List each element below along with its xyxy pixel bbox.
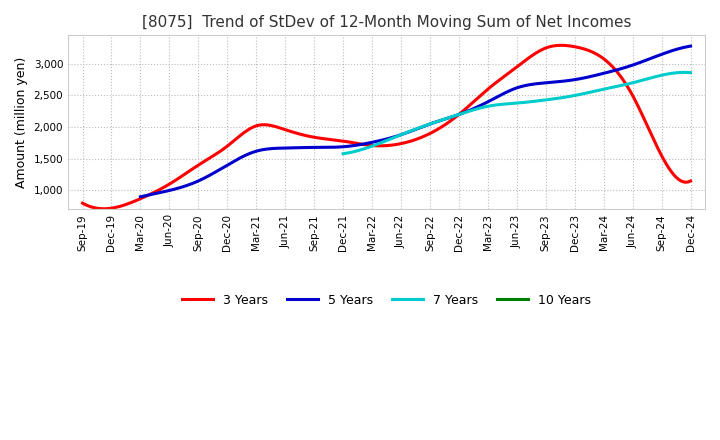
- 5 Years: [462, 109, 470, 114]
- 3 Years: [99, 206, 107, 211]
- 3 Years: [442, 121, 451, 126]
- 7 Years: [686, 70, 695, 75]
- 3 Years: [634, 103, 642, 108]
- 7 Years: [339, 151, 348, 156]
- 7 Years: [340, 151, 348, 156]
- 5 Years: [635, 60, 644, 66]
- Legend: 3 Years, 5 Years, 7 Years, 10 Years: 3 Years, 5 Years, 7 Years, 10 Years: [177, 289, 596, 312]
- 7 Years: [654, 73, 662, 79]
- 7 Years: [544, 97, 553, 102]
- Title: [8075]  Trend of StDev of 12-Month Moving Sum of Net Incomes: [8075] Trend of StDev of 12-Month Moving…: [142, 15, 631, 30]
- Line: 7 Years: 7 Years: [343, 72, 690, 154]
- 5 Years: [138, 194, 147, 199]
- Y-axis label: Amount (million yen): Amount (million yen): [15, 57, 28, 188]
- 7 Years: [631, 79, 640, 84]
- 5 Years: [600, 70, 608, 76]
- 3 Years: [440, 122, 449, 128]
- 7 Years: [552, 96, 560, 101]
- 3 Years: [452, 114, 461, 119]
- 3 Years: [80, 202, 89, 207]
- 3 Years: [78, 201, 87, 206]
- 3 Years: [556, 43, 564, 48]
- 5 Years: [136, 194, 145, 199]
- 3 Years: [686, 178, 695, 183]
- 7 Years: [679, 70, 688, 75]
- Line: 3 Years: 3 Years: [83, 45, 690, 209]
- Line: 5 Years: 5 Years: [140, 46, 690, 197]
- 3 Years: [595, 53, 603, 58]
- 7 Years: [546, 97, 554, 102]
- 5 Years: [473, 104, 482, 110]
- 5 Years: [686, 44, 695, 49]
- 5 Years: [464, 108, 472, 114]
